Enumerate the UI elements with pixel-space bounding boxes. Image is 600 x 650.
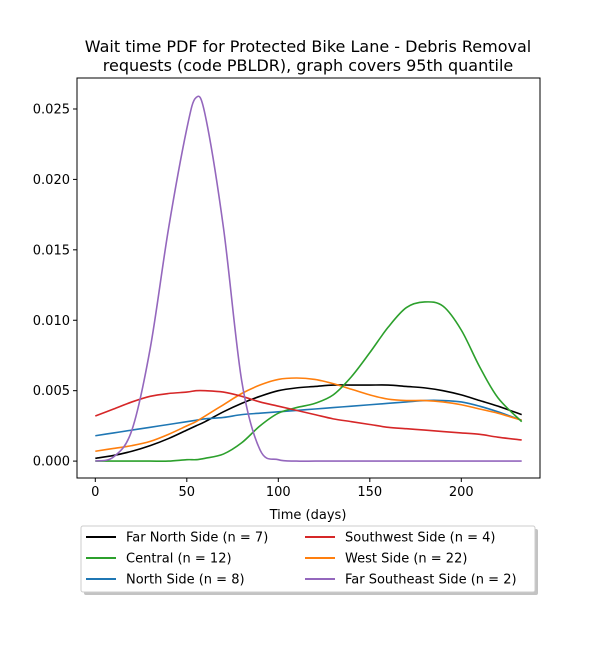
legend-label-2: West Side (n = 22) (345, 552, 467, 567)
y-tick-label-2: 0.010 (33, 314, 70, 329)
x-tick-label-3: 150 (357, 485, 382, 500)
legend-label-0: Far North Side (n = 7) (126, 531, 268, 546)
legend-label-3: Central (n = 12) (126, 552, 232, 567)
chart-title-line-1: Wait time PDF for Protected Bike Lane - … (85, 37, 531, 56)
y-tick-label-1: 0.005 (33, 384, 70, 399)
x-tick-label-2: 100 (266, 485, 291, 500)
y-tick-label-4: 0.020 (33, 173, 70, 188)
series-line-5 (95, 95, 522, 463)
x-axis: 0 50 100 150 200 (91, 478, 474, 500)
x-tick-label-0: 0 (91, 485, 99, 500)
series-layer (95, 95, 523, 463)
x-axis-label: Time (days) (269, 508, 347, 523)
x-tick-label-4: 200 (449, 485, 474, 500)
y-axis: 0.000 0.005 0.010 0.015 0.020 0.025 (33, 102, 77, 470)
chart-title: Wait time PDF for Protected Bike Lane - … (85, 37, 531, 75)
series-line-4 (95, 389, 522, 441)
legend-label-1: North Side (n = 8) (126, 573, 245, 588)
legend-label-5: Far Southeast Side (n = 2) (345, 573, 517, 588)
plot-area-frame (76, 77, 541, 479)
y-tick-label-3: 0.015 (33, 243, 70, 258)
legend-label-4: Southwest Side (n = 4) (345, 531, 495, 546)
legend-items: Far North Side (n = 7) Central (n = 12) No… (86, 531, 517, 588)
y-tick-label-5: 0.025 (33, 102, 70, 117)
y-tick-label-0: 0.000 (33, 455, 70, 470)
series-line-0 (95, 384, 522, 460)
legend: Far North Side (n = 7) Central (n = 12) No… (80, 525, 538, 595)
series-line-3 (95, 301, 523, 463)
x-tick-label-1: 50 (179, 485, 196, 500)
series-line-2 (95, 377, 522, 453)
chart-title-line-2: requests (code PBLDR), graph covers 95th… (103, 56, 513, 75)
